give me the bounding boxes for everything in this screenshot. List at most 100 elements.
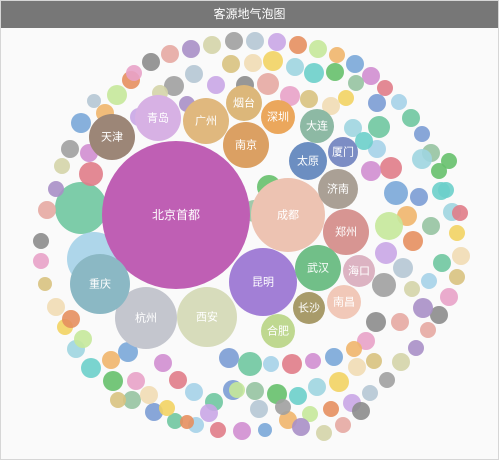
bubble-unlabeled[interactable] [348, 75, 364, 91]
bubble-unlabeled[interactable] [103, 371, 123, 391]
bubble-2[interactable]: 成都 [251, 178, 325, 252]
bubble-unlabeled[interactable] [393, 258, 413, 278]
bubble-unlabeled[interactable] [62, 310, 80, 328]
bubble-unlabeled[interactable] [355, 132, 373, 150]
bubble-circle[interactable] [70, 254, 130, 314]
bubble-unlabeled[interactable] [362, 385, 378, 401]
bubble-circle[interactable] [102, 141, 250, 289]
bubble-circle[interactable] [293, 292, 325, 324]
bubble-unlabeled[interactable] [268, 33, 286, 51]
bubble-unlabeled[interactable] [403, 231, 423, 251]
bubble-unlabeled[interactable] [71, 113, 91, 133]
bubble-unlabeled[interactable] [246, 382, 264, 400]
bubble-unlabeled[interactable] [326, 63, 344, 81]
bubble-unlabeled[interactable] [329, 47, 345, 63]
bubble-unlabeled[interactable] [87, 94, 101, 108]
bubble-unlabeled[interactable] [368, 116, 390, 138]
bubble-unlabeled[interactable] [200, 404, 218, 422]
bubble-unlabeled[interactable] [74, 330, 92, 348]
bubble-unlabeled[interactable] [61, 140, 79, 158]
bubble-unlabeled[interactable] [203, 36, 221, 54]
bubble-14[interactable]: 太原 [289, 142, 327, 180]
bubble-unlabeled[interactable] [185, 65, 203, 83]
bubble-unlabeled[interactable] [366, 312, 386, 332]
bubble-unlabeled[interactable] [250, 400, 268, 418]
bubble-unlabeled[interactable] [308, 378, 326, 396]
bubble-unlabeled[interactable] [422, 217, 440, 235]
bubble-unlabeled[interactable] [222, 55, 240, 73]
bubble-21[interactable]: 南昌 [327, 285, 361, 319]
bubble-unlabeled[interactable] [81, 358, 101, 378]
bubble-unlabeled[interactable] [169, 371, 187, 389]
bubble-unlabeled[interactable] [338, 90, 354, 106]
bubble-unlabeled[interactable] [300, 90, 318, 108]
bubble-6[interactable]: 重庆 [70, 254, 130, 314]
bubble-circle[interactable] [177, 287, 237, 347]
bubble-22[interactable]: 厦门 [328, 137, 358, 167]
bubble-unlabeled[interactable] [432, 182, 450, 200]
bubble-unlabeled[interactable] [302, 406, 318, 422]
bubble-unlabeled[interactable] [346, 341, 362, 357]
bubble-1[interactable]: 北京首都 [102, 141, 250, 289]
bubble-unlabeled[interactable] [384, 181, 408, 205]
bubble-unlabeled[interactable] [161, 45, 179, 63]
bubble-unlabeled[interactable] [420, 322, 436, 338]
bubble-unlabeled[interactable] [286, 58, 304, 76]
bubble-unlabeled[interactable] [142, 53, 160, 71]
bubble-unlabeled[interactable] [182, 40, 200, 58]
bubble-9[interactable]: 广州 [183, 98, 229, 144]
bubble-circle[interactable] [300, 109, 334, 143]
bubble-12[interactable]: 青岛 [135, 95, 181, 141]
bubble-unlabeled[interactable] [452, 247, 470, 265]
bubble-unlabeled[interactable] [280, 86, 300, 106]
bubble-circle[interactable] [226, 85, 262, 121]
bubble-unlabeled[interactable] [210, 422, 226, 438]
bubble-unlabeled[interactable] [375, 242, 397, 264]
bubble-7[interactable]: 郑州 [323, 209, 369, 255]
bubble-unlabeled[interactable] [410, 188, 428, 206]
bubble-unlabeled[interactable] [366, 353, 382, 369]
bubble-unlabeled[interactable] [413, 298, 433, 318]
bubble-circle[interactable] [89, 114, 135, 160]
bubble-unlabeled[interactable] [362, 67, 380, 85]
bubble-unlabeled[interactable] [352, 402, 370, 420]
bubble-8[interactable]: 武汉 [295, 245, 341, 291]
bubble-unlabeled[interactable] [154, 354, 172, 372]
bubble-unlabeled[interactable] [107, 85, 127, 105]
bubble-unlabeled[interactable] [289, 36, 307, 54]
bubble-circle[interactable] [135, 95, 181, 141]
bubble-unlabeled[interactable] [348, 358, 366, 376]
bubble-unlabeled[interactable] [282, 354, 302, 374]
bubble-5[interactable]: 西安 [177, 287, 237, 347]
bubble-unlabeled[interactable] [48, 181, 64, 197]
bubble-circle[interactable] [323, 209, 369, 255]
bubble-unlabeled[interactable] [421, 273, 437, 289]
bubble-circle[interactable] [251, 178, 325, 252]
bubble-unlabeled[interactable] [233, 422, 251, 440]
bubble-unlabeled[interactable] [47, 298, 65, 316]
bubble-circle[interactable] [229, 248, 297, 316]
bubble-unlabeled[interactable] [329, 372, 349, 392]
bubble-unlabeled[interactable] [238, 352, 262, 376]
bubble-circle[interactable] [223, 122, 269, 168]
bubble-unlabeled[interactable] [33, 253, 49, 269]
bubble-17[interactable]: 大连 [300, 109, 334, 143]
bubble-unlabeled[interactable] [159, 400, 175, 416]
bubble-circle[interactable] [318, 169, 358, 209]
bubble-unlabeled[interactable] [244, 54, 262, 72]
bubble-circle[interactable] [183, 98, 229, 144]
bubble-unlabeled[interactable] [346, 55, 364, 73]
bubble-unlabeled[interactable] [305, 353, 321, 369]
bubble-unlabeled[interactable] [180, 415, 194, 429]
bubble-unlabeled[interactable] [372, 273, 396, 297]
bubble-unlabeled[interactable] [263, 356, 279, 372]
bubble-10[interactable]: 天津 [89, 114, 135, 160]
bubble-unlabeled[interactable] [219, 348, 239, 368]
bubble-unlabeled[interactable] [344, 119, 362, 137]
bubble-unlabeled[interactable] [392, 353, 410, 371]
bubble-unlabeled[interactable] [335, 417, 351, 433]
bubble-circle[interactable] [289, 142, 327, 180]
bubble-unlabeled[interactable] [391, 94, 407, 110]
bubble-unlabeled[interactable] [258, 423, 272, 437]
bubble-unlabeled[interactable] [140, 386, 158, 404]
